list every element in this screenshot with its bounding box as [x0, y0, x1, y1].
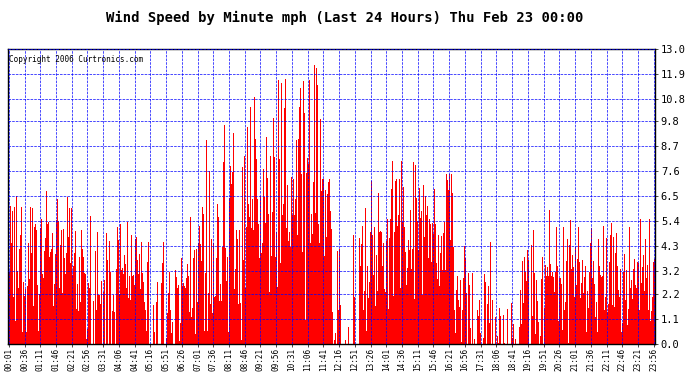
Text: Copyright 2006 Curtronics.com: Copyright 2006 Curtronics.com	[10, 55, 144, 64]
Text: Wind Speed by Minute mph (Last 24 Hours) Thu Feb 23 00:00: Wind Speed by Minute mph (Last 24 Hours)…	[106, 11, 584, 26]
